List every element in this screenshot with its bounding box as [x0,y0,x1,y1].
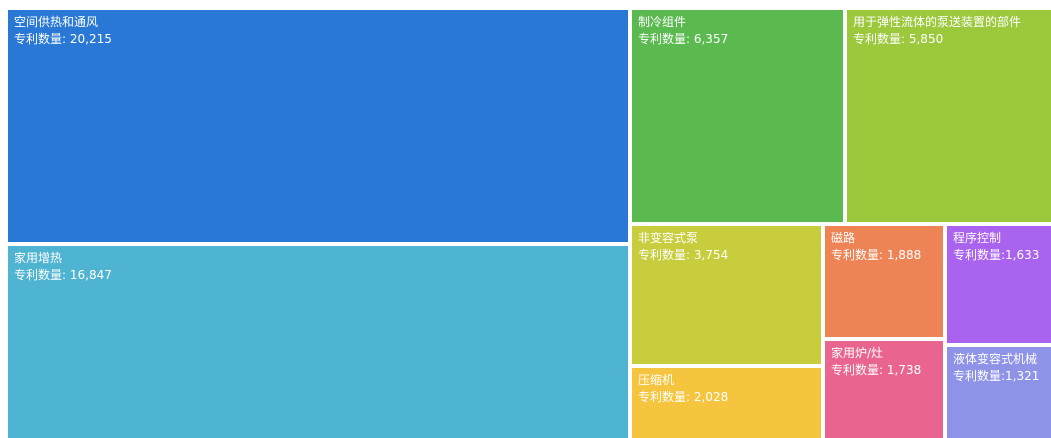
cell-value: 专利数量: 3,754 [638,247,728,264]
treemap-cell[interactable]: 液体变容式机械专利数量:1,321 [947,347,1051,438]
treemap-cell[interactable]: 磁路专利数量: 1,888 [825,226,943,337]
cell-name: 磁路 [831,230,921,247]
cell-name: 液体变容式机械 [953,351,1039,368]
treemap-cell[interactable]: 制冷组件专利数量: 6,357 [632,10,843,222]
cell-label: 用于弹性流体的泵送装置的部件专利数量: 5,850 [853,14,1021,48]
cell-name: 压缩机 [638,372,728,389]
cell-name: 空间供热和通风 [14,14,112,31]
cell-label: 空间供热和通风专利数量: 20,215 [14,14,112,48]
cell-value: 专利数量:1,633 [953,247,1039,264]
cell-label: 程序控制专利数量:1,633 [953,230,1039,264]
cell-value: 专利数量:1,321 [953,368,1039,385]
cell-value: 专利数量: 5,850 [853,31,1021,48]
cell-value: 专利数量: 6,357 [638,31,728,48]
treemap-cell[interactable]: 用于弹性流体的泵送装置的部件专利数量: 5,850 [847,10,1051,222]
cell-value: 专利数量: 16,847 [14,267,112,284]
cell-name: 程序控制 [953,230,1039,247]
treemap-cell[interactable]: 压缩机专利数量: 2,028 [632,368,821,438]
treemap-cell[interactable]: 家用增热专利数量: 16,847 [8,246,628,438]
cell-value: 专利数量: 1,738 [831,362,921,379]
cell-name: 家用炉/灶 [831,345,921,362]
cell-label: 非变容式泵专利数量: 3,754 [638,230,728,264]
cell-label: 家用炉/灶专利数量: 1,738 [831,345,921,379]
cell-label: 制冷组件专利数量: 6,357 [638,14,728,48]
cell-label: 磁路专利数量: 1,888 [831,230,921,264]
treemap-cell[interactable]: 程序控制专利数量:1,633 [947,226,1051,343]
treemap-cell[interactable]: 非变容式泵专利数量: 3,754 [632,226,821,364]
cell-label: 液体变容式机械专利数量:1,321 [953,351,1039,385]
treemap-cell[interactable]: 家用炉/灶专利数量: 1,738 [825,341,943,438]
treemap-cell[interactable]: 空间供热和通风专利数量: 20,215 [8,10,628,242]
cell-label: 家用增热专利数量: 16,847 [14,250,112,284]
cell-name: 家用增热 [14,250,112,267]
cell-name: 非变容式泵 [638,230,728,247]
cell-name: 制冷组件 [638,14,728,31]
cell-value: 专利数量: 2,028 [638,389,728,406]
cell-value: 专利数量: 20,215 [14,31,112,48]
cell-value: 专利数量: 1,888 [831,247,921,264]
cell-name: 用于弹性流体的泵送装置的部件 [853,14,1021,31]
cell-label: 压缩机专利数量: 2,028 [638,372,728,406]
